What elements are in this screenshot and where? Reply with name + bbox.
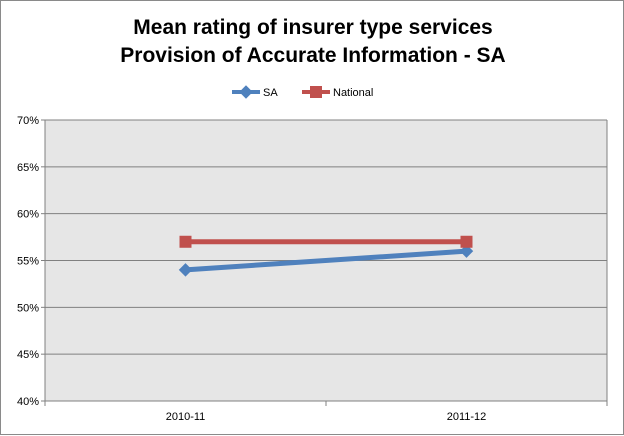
legend-label: SA — [263, 87, 278, 99]
legend-swatch-marker — [239, 85, 253, 99]
data-point-national — [460, 235, 473, 248]
legend-item-sa: SA — [232, 85, 278, 99]
chart-title-line-1: Mean rating of insurer type services — [133, 16, 492, 39]
y-tick-label: 65% — [17, 162, 39, 174]
x-axis: 2010-11 2011-12 — [44, 400, 608, 423]
y-tick-label: 60% — [17, 209, 39, 221]
legend-swatch-marker — [310, 86, 322, 98]
x-tick-label: 2011-12 — [447, 411, 487, 423]
series-layer — [178, 235, 474, 277]
legend-label: National — [333, 87, 373, 99]
series-line-sa — [183, 248, 469, 273]
legend: SA National — [232, 85, 373, 99]
y-axis: 40% 45% 50% 55% 60% 65% 70% — [17, 115, 46, 408]
x-tick-label: 2010-11 — [166, 411, 206, 423]
chart-title-line-2: Provision of Accurate Information - SA — [120, 44, 505, 67]
y-tick-label: 45% — [17, 349, 39, 361]
y-tick-label: 50% — [17, 302, 39, 314]
y-tick-label: 70% — [17, 115, 39, 127]
data-point-sa — [178, 263, 193, 277]
y-tick-label: 55% — [17, 256, 39, 268]
data-point-national — [179, 235, 192, 248]
y-tick-label: 40% — [17, 396, 39, 408]
legend-item-national: National — [302, 86, 373, 99]
data-point-sa — [459, 244, 474, 258]
